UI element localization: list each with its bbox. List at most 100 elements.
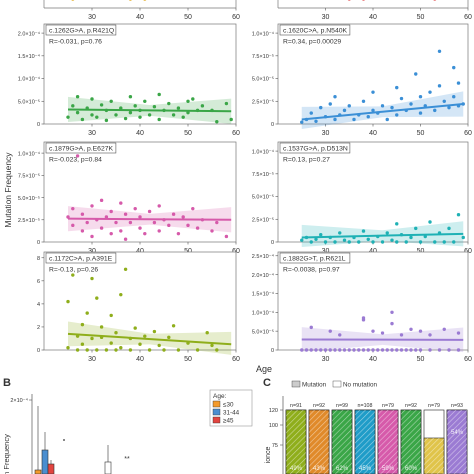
data-point: [380, 348, 385, 352]
mutation-label-box: [45, 24, 117, 36]
data-point: [200, 218, 205, 222]
mutation-label: c.1620C>A, p.N540K: [283, 28, 348, 35]
y-axis-label: Mutation Frequency: [3, 152, 13, 228]
data-point: [157, 229, 161, 233]
data-point: [366, 348, 370, 352]
data-point: [128, 95, 133, 99]
data-point: [342, 238, 347, 242]
data-point: [442, 99, 446, 103]
data-point: [342, 108, 347, 113]
bar-mutation-hatch: [424, 438, 444, 474]
data-point: [90, 113, 94, 117]
x-tick-label: 60: [464, 130, 472, 137]
data-point: [80, 212, 85, 216]
data-point: [309, 348, 313, 352]
data-point: [380, 104, 385, 108]
data-point: [133, 326, 137, 330]
y-tick-label: 2.0×10⁻⁴: [252, 272, 275, 279]
data-point: [99, 198, 104, 203]
regression-line: [67, 332, 232, 346]
data-point: [456, 331, 461, 335]
data-point: [418, 95, 423, 99]
data-point: [114, 348, 118, 352]
data-point: [71, 206, 75, 211]
bar-mutation-hatch: [447, 410, 467, 474]
bar-mutation-hatch: [332, 410, 352, 474]
y-tick-label: 7.5×10⁻⁵: [252, 53, 274, 60]
data-point: [95, 115, 99, 119]
x-tick-label: 30: [88, 14, 96, 21]
bar-mutation-hatch: [378, 410, 398, 474]
x-tick-label: 50: [417, 130, 425, 137]
x-tick-label: 60: [464, 248, 472, 255]
legend-label: Mutation: [302, 382, 327, 389]
bar-mutation-hatch: [355, 410, 375, 474]
data-point: [456, 104, 461, 108]
panel-frame: [277, 251, 469, 351]
data-point: [447, 348, 451, 352]
data-point: [224, 101, 229, 106]
y-tick-label: 2: [37, 325, 40, 331]
data-point: [224, 234, 229, 239]
y-tick-label: 0: [37, 240, 40, 246]
data-point: [85, 311, 89, 315]
data-point: [338, 231, 342, 235]
y-tick-label: 1.0×10⁻⁴: [252, 30, 275, 37]
data-point: [414, 348, 418, 352]
data-point: [138, 342, 142, 346]
bar-count-label: n=92: [313, 403, 325, 409]
data-point: [347, 348, 351, 352]
data-point: [328, 235, 332, 240]
data-point: [366, 115, 370, 119]
bar-count-label: n=92: [405, 403, 417, 409]
data-point: [456, 348, 461, 352]
data-point: [162, 218, 166, 222]
data-point: [143, 99, 147, 103]
data-point: [195, 348, 200, 352]
data-point: [452, 95, 456, 99]
legend-title: Age:: [213, 393, 227, 400]
legend-swatch-no-mutation: [332, 380, 342, 388]
mutation-label: c.1172C>A, p.A391E: [49, 256, 113, 263]
mutation-label-box: [45, 252, 117, 264]
data-point: [371, 90, 375, 94]
bar-percent-label: 32%: [428, 429, 441, 435]
data-point: [395, 85, 399, 90]
correlation-stat: R=-0.031, p=0.76: [49, 39, 102, 46]
data-point: [157, 92, 161, 97]
data-point: [433, 108, 437, 113]
x-tick-label: 40: [369, 130, 377, 137]
data-point: [328, 102, 332, 106]
y-tick-label: 8: [37, 256, 40, 262]
box: [47, 463, 55, 474]
data-point: [114, 331, 118, 335]
data-point: [123, 116, 128, 121]
panel-frame: [43, 141, 237, 243]
data-point: [347, 240, 351, 244]
y-tick-label: 1.0×10⁻⁴: [18, 76, 41, 83]
data-point: [75, 154, 80, 158]
data-point: [90, 336, 94, 341]
data-point: [129, 0, 132, 1]
data-point: [152, 220, 157, 225]
mutation-label-box: [45, 142, 117, 154]
data-point: [128, 110, 133, 115]
bar-count-label: n=91: [290, 403, 302, 409]
outlier-point: [63, 439, 65, 441]
data-point: [75, 348, 80, 352]
data-point: [109, 341, 113, 345]
data-point: [195, 108, 200, 113]
x-tick-label: 50: [417, 14, 425, 21]
data-point: [323, 115, 328, 119]
correlation-stat: R=0.34, p=0.00029: [283, 39, 341, 46]
data-point: [456, 213, 461, 217]
data-point: [418, 111, 423, 115]
data-point: [418, 240, 423, 244]
data-point: [428, 220, 432, 224]
bar-count-label: n=93: [451, 403, 463, 409]
mutation-label-box: [279, 24, 351, 36]
data-point: [104, 215, 109, 219]
y-tick-label: 4: [37, 302, 40, 308]
data-point: [205, 331, 209, 335]
data-point: [423, 234, 427, 239]
